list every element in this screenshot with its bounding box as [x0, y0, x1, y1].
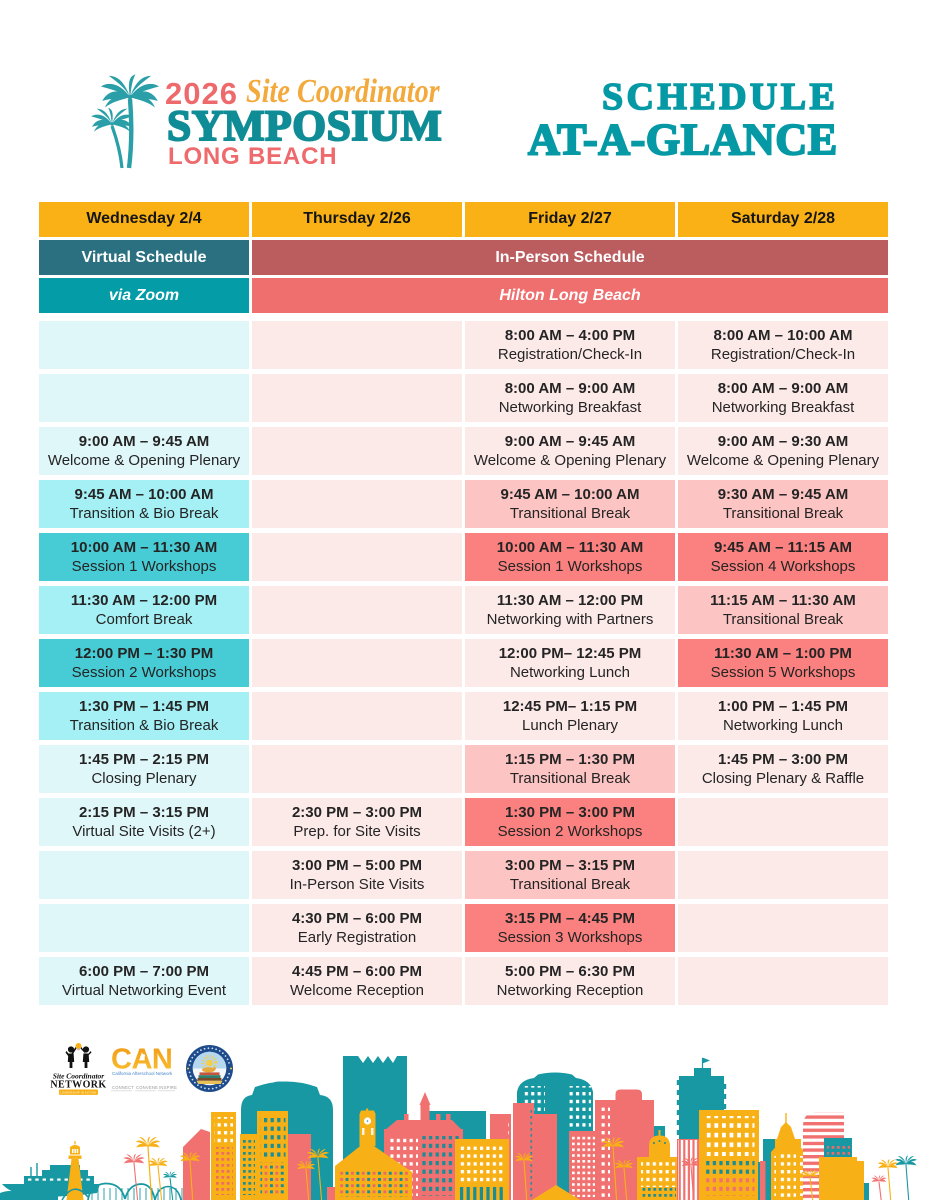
- svg-text:CONVENE: CONVENE: [136, 1085, 158, 1090]
- svg-text:INSPIRE: INSPIRE: [159, 1085, 177, 1090]
- svg-text:Site Coordinator: Site Coordinator: [53, 1072, 105, 1081]
- svg-text:California Afterschool Network: California Afterschool Network: [112, 1071, 173, 1076]
- svg-text:LEADERSHIP IN ACTION: LEADERSHIP IN ACTION: [60, 1090, 96, 1094]
- svg-text:CONNECT: CONNECT: [112, 1085, 134, 1090]
- svg-text:CAN: CAN: [111, 1044, 172, 1076]
- svg-text:NETWORK: NETWORK: [50, 1080, 106, 1091]
